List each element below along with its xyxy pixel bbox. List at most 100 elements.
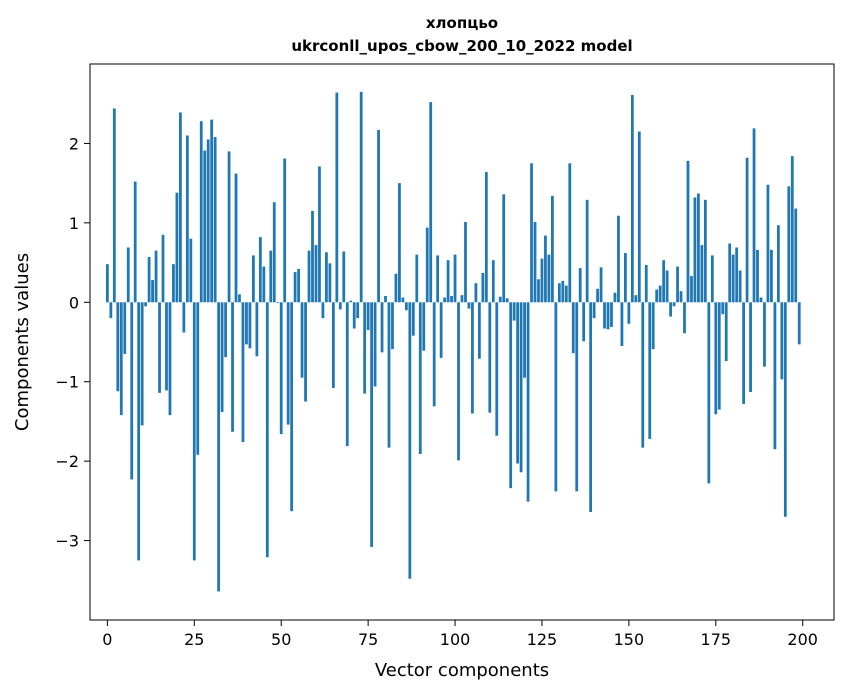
- bar-120: [523, 302, 526, 378]
- bar-81: [387, 302, 391, 448]
- bar-93: [429, 102, 433, 303]
- bar-39: [241, 302, 245, 443]
- y-tick-label-0: −3: [55, 532, 79, 551]
- bar-170: [697, 193, 700, 303]
- bar-169: [693, 197, 697, 303]
- bar-71: [352, 302, 356, 329]
- bar-112: [495, 302, 499, 436]
- bar-27: [199, 121, 203, 303]
- bar-122: [530, 163, 533, 303]
- bar-146: [613, 292, 617, 303]
- bar-94: [432, 302, 436, 407]
- bar-99: [450, 295, 453, 303]
- bar-114: [502, 194, 506, 303]
- y-axis-label: Components values: [12, 253, 33, 431]
- bar-165: [679, 291, 683, 303]
- bar-108: [481, 272, 485, 303]
- bar-147: [617, 215, 620, 303]
- bar-188: [759, 297, 763, 303]
- plot-frame: [89, 63, 835, 621]
- bar-131: [561, 280, 565, 303]
- bar-192: [773, 302, 777, 450]
- bar-166: [683, 302, 686, 334]
- bar-83: [394, 273, 398, 303]
- bar-53: [290, 302, 294, 512]
- bar-103: [464, 222, 467, 303]
- x-tick-label-175: 175: [701, 630, 732, 649]
- y-tick-label-2: −1: [55, 373, 79, 392]
- bar-191: [770, 249, 773, 303]
- bar-80: [384, 295, 387, 303]
- bar-150: [627, 302, 631, 324]
- bar-70: [349, 300, 353, 303]
- x-tick-label-75: 75: [358, 630, 378, 649]
- bar-143: [603, 302, 606, 329]
- bar-128: [551, 195, 554, 303]
- bar-47: [269, 250, 273, 303]
- bar-194: [780, 302, 784, 380]
- bar-14: [154, 250, 158, 303]
- bar-181: [735, 247, 739, 303]
- bar-133: [568, 163, 572, 303]
- bar-21: [179, 112, 182, 303]
- bar-60: [314, 245, 318, 303]
- bar-84: [398, 183, 401, 303]
- bar-140: [592, 302, 596, 319]
- bar-198: [794, 208, 798, 303]
- bar-153: [637, 131, 641, 303]
- bar-109: [484, 172, 488, 303]
- bar-179: [728, 243, 732, 303]
- bar-135: [575, 302, 579, 492]
- y-axis-ticks: −3 −2 −1 0 1 2: [55, 134, 90, 551]
- bar-16: [161, 234, 165, 303]
- bar-49: [276, 302, 280, 304]
- bar-155: [644, 264, 648, 303]
- bar-2: [112, 108, 116, 303]
- x-tick-label-125: 125: [527, 630, 558, 649]
- x-tick-label-0: 0: [102, 630, 112, 649]
- bar-173: [707, 302, 711, 484]
- bar-17: [165, 302, 168, 391]
- bar-0: [105, 264, 109, 303]
- bar-167: [686, 160, 690, 303]
- bar-74: [363, 302, 367, 394]
- bar-101: [457, 302, 460, 461]
- bar-12: [147, 257, 151, 303]
- bar-35: [227, 151, 231, 303]
- x-tick-label-50: 50: [271, 630, 291, 649]
- bar-149: [624, 253, 627, 303]
- bar-115: [505, 298, 509, 303]
- x-tick-label-150: 150: [614, 630, 645, 649]
- bar-196: [787, 186, 791, 303]
- bar-20: [175, 192, 179, 303]
- bar-91: [422, 302, 426, 351]
- bar-152: [634, 295, 638, 303]
- y-tick-label-4: 1: [69, 214, 79, 233]
- bar-199: [797, 302, 801, 345]
- bar-123: [533, 222, 537, 303]
- bar-56: [300, 302, 304, 378]
- bar-66: [335, 92, 339, 303]
- bar-100: [453, 254, 457, 303]
- bar-76: [370, 302, 373, 547]
- bar-45: [262, 266, 266, 303]
- bar-119: [519, 302, 523, 473]
- bar-77: [373, 302, 377, 387]
- bar-197: [790, 156, 794, 303]
- bar-125: [540, 258, 544, 303]
- bar-87: [408, 302, 412, 579]
- bar-40: [245, 302, 248, 345]
- bar-82: [391, 302, 394, 350]
- bar-96: [439, 302, 443, 358]
- bar-18: [168, 302, 172, 416]
- bar-28: [203, 150, 207, 303]
- bar-24: [189, 238, 193, 303]
- bar-175: [714, 302, 718, 415]
- bar-11: [144, 302, 148, 307]
- bar-163: [672, 302, 676, 307]
- bar-126: [544, 235, 547, 303]
- bar-54: [293, 272, 297, 303]
- bar-145: [610, 302, 613, 327]
- bar-79: [380, 302, 384, 353]
- x-tick-label-200: 200: [787, 630, 818, 649]
